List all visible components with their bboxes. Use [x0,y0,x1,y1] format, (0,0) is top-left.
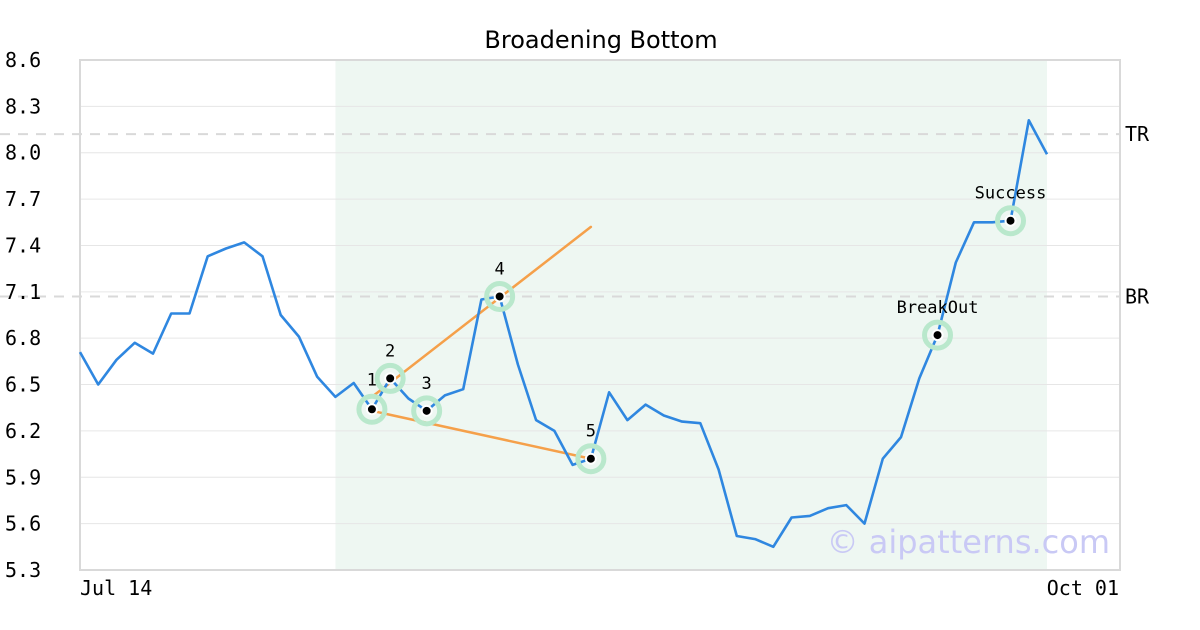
y-tick-label: 7.4 [5,233,41,257]
point-marker [584,452,597,465]
y-tick-label: 8.3 [5,94,41,118]
plot-frame [79,59,1121,571]
point-halo [575,443,607,475]
point-label: 2 [385,341,395,361]
x-tick-start: Jul 14 [80,576,152,600]
point-halo [922,319,954,351]
price-line-layer [78,119,1049,549]
price-line [78,119,1049,549]
point-marker [420,404,433,417]
point-halo [374,362,406,394]
y-axis-ticks: 8.6 8.3 8.0 7.7 7.4 7.1 6.8 6.5 6.2 5.9 5.6 5.3 [5,48,41,582]
reference-label-tr: TR [1125,122,1150,146]
y-tick-label: 8.0 [5,141,41,165]
point-halo [356,393,388,425]
y-tick-label: 6.8 [5,326,41,350]
point-label: 4 [495,259,505,279]
point-marker [1004,214,1017,227]
point-marker [493,290,506,303]
trend-line [370,409,593,460]
point-label: 5 [586,422,596,442]
point-halo [995,205,1027,237]
reference-lines: TR BR [0,122,1150,308]
y-tick-label: 5.3 [5,558,41,582]
pattern-points: 12 3 4 5 BreakOut Success [356,184,1047,475]
point-marker [365,403,378,416]
pattern-highlight-layer [335,61,1047,569]
point-marker [384,372,397,385]
y-tick-label: 6.2 [5,419,41,443]
point-label: Success [975,184,1047,204]
y-tick-label: 6.5 [5,373,41,397]
y-tick-label: 8.6 [5,48,41,72]
point-marker [931,329,944,342]
point-label: 1 [367,370,377,390]
point-label: BreakOut [897,298,979,318]
point-halo [411,395,443,427]
watermark: © aipatterns.com [827,523,1110,561]
trend-lines [370,225,593,460]
reference-label-br: BR [1125,284,1150,308]
point-label: 3 [422,374,432,394]
gridlines [80,105,1120,525]
y-tick-label: 7.1 [5,280,41,304]
pattern-region [335,61,1047,569]
y-tick-label: 7.7 [5,187,41,211]
y-tick-label: 5.9 [5,465,41,489]
chart-title: Broadening Bottom [484,26,717,54]
trend-line [370,225,593,399]
y-tick-label: 5.6 [5,512,41,536]
point-halo [484,280,516,312]
x-tick-end: Oct 01 [1047,576,1119,600]
